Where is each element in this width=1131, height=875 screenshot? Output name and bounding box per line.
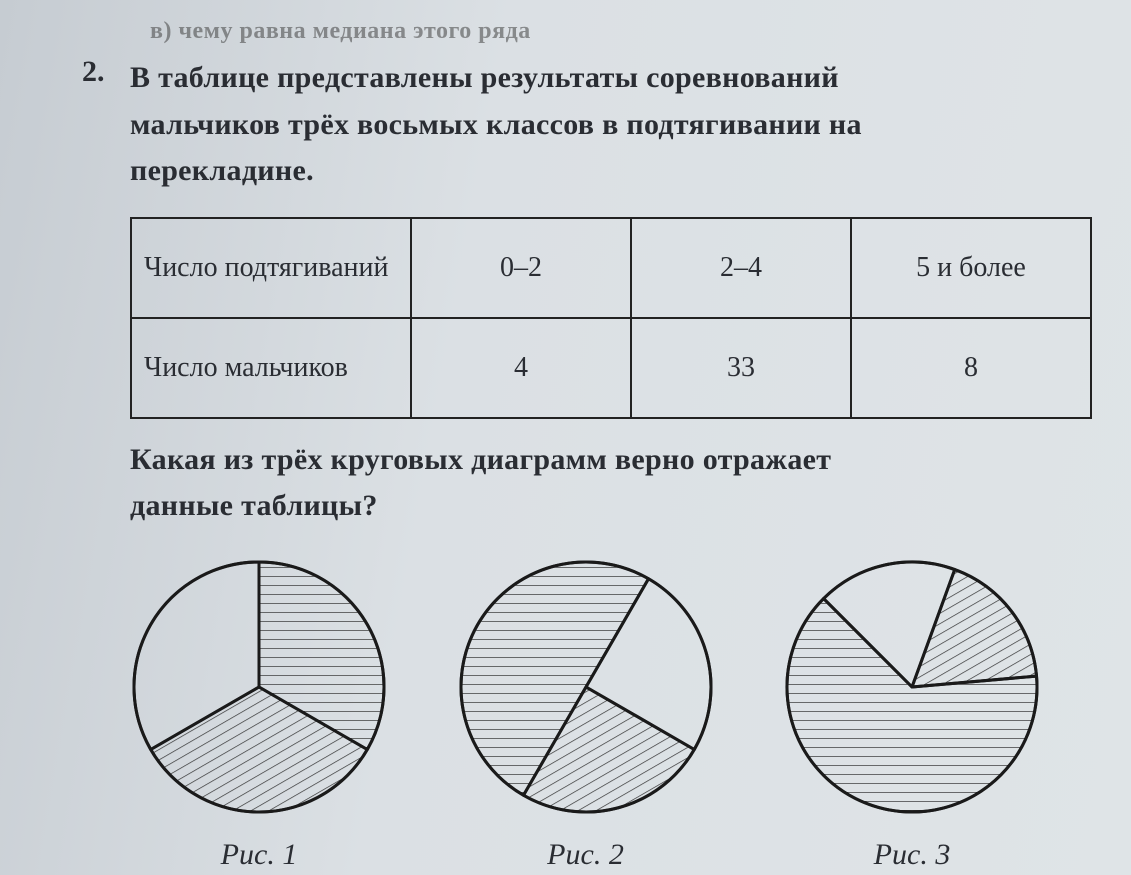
table-cell: 4 [411,318,631,418]
previous-item-fragment: в) чему равна медиана этого ряда [150,18,1071,45]
table-row: Число мальчиков 4 33 8 [131,318,1091,418]
question-block: 2. В таблице представлены результаты сор… [82,55,1061,195]
pie-caption: Рис. 3 [783,838,1041,872]
pie-chart-3 [783,558,1041,816]
followup-text: Какая из трёх круговых диаграмм верно от… [130,437,1061,530]
pie-chart-2 [457,558,715,816]
row-header: Число подтягиваний [131,218,411,318]
question-line: мальчиков трёх восьмых классов в подтяги… [130,108,862,141]
pie-caption: Рис. 2 [457,838,715,872]
question-line: перекладине. [130,154,314,187]
question-number: 2. [82,55,130,89]
table-cell: 2–4 [631,218,851,318]
table-cell: 33 [631,318,851,418]
question-text: В таблице представлены результаты соревн… [130,55,1061,195]
pie-block-3: Рис. 3 [783,558,1041,872]
pie-caption: Рис. 1 [130,838,388,872]
pie-block-1: Рис. 1 [130,558,388,872]
followup-line: Какая из трёх круговых диаграмм верно от… [130,443,831,476]
pie-charts-row: Рис. 1 Рис. 2 Рис. 3 [130,558,1041,872]
pie-block-2: Рис. 2 [457,558,715,872]
followup-line: данные таблицы? [130,489,378,522]
table-cell: 0–2 [411,218,631,318]
data-table: Число подтягиваний 0–2 2–4 5 и более Чис… [130,217,1092,419]
pie-chart-1 [130,558,388,816]
table-row: Число подтягиваний 0–2 2–4 5 и более [131,218,1091,318]
question-line: В таблице представлены результаты соревн… [130,61,839,94]
table-cell: 8 [851,318,1091,418]
table-cell: 5 и более [851,218,1091,318]
row-header: Число мальчиков [131,318,411,418]
page: в) чему равна медиана этого ряда 2. В та… [0,0,1131,875]
